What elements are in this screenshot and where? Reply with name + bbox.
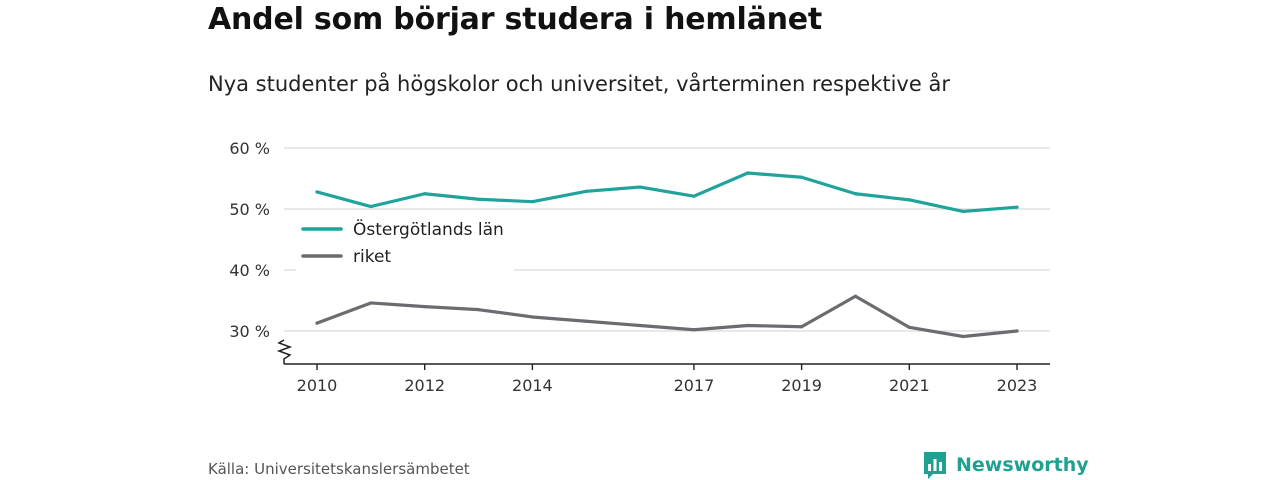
x-tick-label: 2021 <box>889 376 930 395</box>
data-point <box>423 305 427 309</box>
data-point <box>530 315 534 319</box>
y-tick-label: 60 % <box>229 139 270 158</box>
y-tick-label: 40 % <box>229 261 270 280</box>
data-point <box>476 308 481 312</box>
data-point <box>961 209 965 214</box>
data-point <box>638 323 642 328</box>
data-point <box>692 194 696 198</box>
series-line-0 <box>315 171 1019 214</box>
x-tick-label: 2019 <box>781 376 822 395</box>
data-point <box>315 321 319 325</box>
line-chart: 60 % 50 % 40 % 30 % 2010 2012 2014 2017 2019 2021… <box>229 139 1050 395</box>
data-point <box>369 204 373 209</box>
data-point <box>853 192 858 196</box>
data-point <box>746 323 750 328</box>
y-tick-label: 50 % <box>229 200 270 219</box>
data-point <box>800 325 804 329</box>
chart-title: Andel som börjar studera i hemlänet <box>208 2 823 37</box>
data-point <box>853 294 858 298</box>
brand-name: Newsworthy <box>956 454 1089 476</box>
data-point <box>1015 329 1019 333</box>
legend-background <box>296 212 514 272</box>
chart-subtitle: Nya studenter på högskolor och universit… <box>208 72 950 96</box>
data-point <box>584 189 588 193</box>
legend-label: Östergötlands län <box>353 218 504 240</box>
brand-logo: Newsworthy <box>922 450 1089 480</box>
series-line-1 <box>315 294 1019 339</box>
data-point <box>907 325 911 329</box>
newsworthy-logo-icon <box>924 452 946 479</box>
legend-label: riket <box>353 247 391 267</box>
data-point <box>692 328 696 332</box>
x-tick-label: 2014 <box>512 376 553 395</box>
data-point <box>315 190 319 194</box>
data-point <box>746 171 750 175</box>
data-point <box>907 198 911 202</box>
data-point <box>961 334 965 339</box>
y-tick-label: 30 % <box>229 322 270 341</box>
axis-break-mark <box>276 339 293 364</box>
data-point <box>584 319 588 323</box>
data-point <box>800 175 804 179</box>
data-point <box>476 197 481 201</box>
source-note: Källa: Universitetskanslersämbetet <box>208 460 470 478</box>
x-tick-label: 2023 <box>997 376 1038 395</box>
data-point <box>530 200 534 204</box>
data-point <box>1015 205 1019 209</box>
x-tick-label: 2017 <box>674 376 715 395</box>
data-point <box>423 192 427 196</box>
x-tick-label: 2010 <box>297 376 338 395</box>
data-point <box>369 301 373 305</box>
x-tick-label: 2012 <box>404 376 445 395</box>
data-point <box>638 185 642 189</box>
